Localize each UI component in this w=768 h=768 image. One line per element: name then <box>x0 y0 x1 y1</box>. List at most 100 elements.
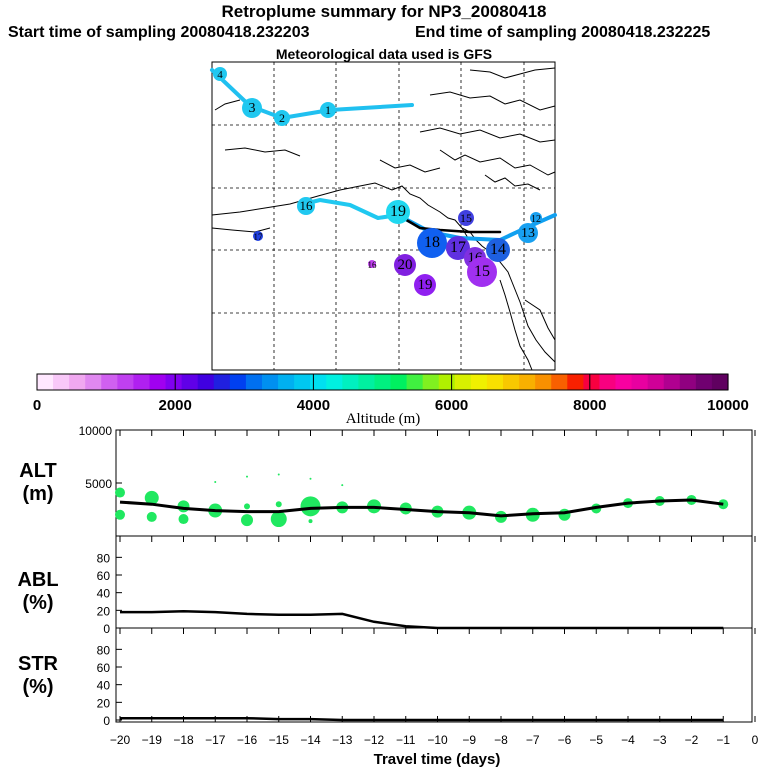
colorbar-cell <box>438 374 456 390</box>
trajectory-marker <box>446 236 470 260</box>
trajectory-marker-label: 15 <box>460 211 472 225</box>
colorbar-cell <box>294 374 311 390</box>
colorbar-cell <box>454 374 472 390</box>
alt-scatter-point <box>177 500 190 513</box>
x-tick-label: −8 <box>494 733 508 747</box>
colorbar-cell <box>583 374 601 390</box>
alt-scatter-point <box>300 496 321 517</box>
colorbar-cell <box>615 374 633 390</box>
colorbar-cell <box>229 374 247 390</box>
trajectory-marker <box>518 223 538 243</box>
colorbar-cell <box>679 374 697 390</box>
colorbar-cell <box>197 374 215 390</box>
trajectory-marker-label: 17 <box>254 232 264 242</box>
colorbar-cell <box>278 374 295 390</box>
coastlines <box>211 67 556 371</box>
colorbar-cell <box>117 374 135 390</box>
trajectory-marker <box>320 102 336 118</box>
alt-scatter-point <box>214 480 217 483</box>
colorbar-tick-label: 6000 <box>435 397 468 414</box>
x-tick-label: −9 <box>462 733 476 747</box>
abl-line <box>120 609 724 630</box>
alt-scatter-point <box>244 503 250 510</box>
colorbar-tick-label: 0 <box>33 397 41 414</box>
alt-line <box>119 498 724 518</box>
abl-y-tick-label: 60 <box>97 569 111 583</box>
alt-plot: 5000 10000 <box>79 424 729 528</box>
trajectory-marker <box>458 210 474 226</box>
x-tick-label: −5 <box>589 733 603 747</box>
start-time-label: Start time of sampling 20080418.232203 <box>8 24 310 41</box>
str-plot: 0 20 40 60 80 <box>97 643 724 728</box>
x-tick-label: −16 <box>237 733 258 747</box>
chart-title: Retroplume summary for NP3_20080418 <box>221 2 547 21</box>
trajectory-marker <box>297 197 315 215</box>
colorbar-cell <box>406 374 424 390</box>
trajectory-marker <box>417 228 447 258</box>
x-tick-label: −18 <box>173 733 194 747</box>
str-line <box>120 716 724 722</box>
colorbar-tick-label: 2000 <box>159 397 192 414</box>
x-tick-label: −10 <box>427 733 448 747</box>
colorbar-cell <box>101 374 118 390</box>
abl-plot: 0 20 40 60 80 <box>97 551 724 636</box>
colorbar-cell <box>631 374 649 390</box>
alt-panel-units: (m) <box>22 483 53 505</box>
trajectory-marker-label: 14 <box>490 241 506 258</box>
x-tick-label: −7 <box>526 733 540 747</box>
trajectory-marker <box>386 200 410 224</box>
trajectory-marker <box>467 257 497 287</box>
colorbar-cell <box>695 374 713 390</box>
colorbar-cell <box>422 374 440 390</box>
colorbar-cell <box>519 374 536 390</box>
str-y-tick-label: 80 <box>97 643 111 657</box>
colorbar-cell <box>647 374 665 390</box>
trajectory-marker-label: 20 <box>398 257 413 273</box>
alt-scatter-point <box>144 490 159 505</box>
trajectory-marker <box>242 98 262 118</box>
alt-scatter-point <box>270 511 287 528</box>
str-y-tick-label: 0 <box>103 714 110 728</box>
trajectory-marker <box>530 212 542 224</box>
colorbar-cell <box>567 374 584 390</box>
colorbar-cell <box>470 374 488 390</box>
colorbar-cell <box>37 374 54 390</box>
alt-scatter-point <box>341 484 344 487</box>
x-tick-label: −17 <box>205 733 226 747</box>
met-data-label: Meteorological data used is GFS <box>275 46 493 62</box>
trajectory-marker-label: 19 <box>390 203 406 220</box>
colorbar-cell <box>69 374 86 390</box>
colorbar-cells <box>37 374 729 390</box>
x-axis-title: Travel time (days) <box>374 751 501 768</box>
abl-y-tick-label: 40 <box>97 587 111 601</box>
str-panel-label: STR <box>18 653 59 675</box>
colorbar-cell <box>535 374 552 390</box>
str-y-tick-label: 20 <box>97 696 111 710</box>
colorbar-cell <box>181 374 199 390</box>
trajectory-marker-label: 17 <box>450 239 466 256</box>
colorbar-cell <box>326 374 343 390</box>
colorbar-cell <box>213 374 231 390</box>
alt-scatter-point <box>277 473 280 476</box>
abl-y-tick-label: 0 <box>103 622 110 636</box>
colorbar-cell <box>165 374 183 390</box>
x-tick-label: −19 <box>142 733 163 747</box>
alt-scatter-point <box>309 477 312 480</box>
colorbar-cell <box>358 374 376 390</box>
abl-panel-units: (%) <box>22 592 53 614</box>
trajectory-marker <box>486 238 510 262</box>
colorbar-cell <box>261 374 279 390</box>
colorbar-title: Altitude (m) <box>346 411 421 427</box>
trajectory-marker-label: 16 <box>300 198 314 213</box>
colorbar-cell <box>663 374 681 390</box>
x-tick-label: −1 <box>716 733 730 747</box>
x-tick-label: −4 <box>621 733 635 747</box>
trajectory-marker-label: 12 <box>531 214 541 225</box>
trajectory-marker-label: 18 <box>424 234 440 251</box>
trajectory-marker-label: 19 <box>418 277 433 293</box>
alt-scatter-point <box>275 501 282 508</box>
alt-scatter-point <box>115 509 125 520</box>
x-tick-label: −20 <box>110 733 131 747</box>
